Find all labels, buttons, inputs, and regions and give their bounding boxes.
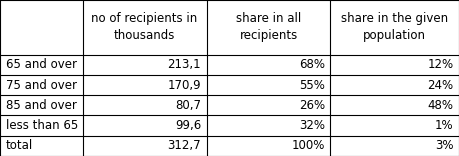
- Text: 48%: 48%: [427, 99, 453, 112]
- Text: 213,1: 213,1: [168, 58, 201, 71]
- Text: no of recipients in
thousands: no of recipients in thousands: [91, 12, 198, 42]
- Text: 24%: 24%: [427, 78, 453, 92]
- Text: 80,7: 80,7: [175, 99, 201, 112]
- Text: 55%: 55%: [299, 78, 325, 92]
- Text: 1%: 1%: [435, 119, 453, 132]
- Text: 65 and over: 65 and over: [6, 58, 77, 71]
- Text: 68%: 68%: [299, 58, 325, 71]
- Text: less than 65: less than 65: [6, 119, 78, 132]
- Text: 12%: 12%: [427, 58, 453, 71]
- Text: 100%: 100%: [291, 139, 325, 152]
- Text: 3%: 3%: [435, 139, 453, 152]
- Text: 312,7: 312,7: [168, 139, 201, 152]
- Text: 99,6: 99,6: [175, 119, 201, 132]
- Text: share in all
recipients: share in all recipients: [236, 12, 301, 42]
- Text: share in the given
population: share in the given population: [341, 12, 448, 42]
- Text: 26%: 26%: [299, 99, 325, 112]
- Text: 32%: 32%: [299, 119, 325, 132]
- Text: 75 and over: 75 and over: [6, 78, 77, 92]
- Text: 170,9: 170,9: [168, 78, 201, 92]
- Text: total: total: [6, 139, 33, 152]
- Text: 85 and over: 85 and over: [6, 99, 76, 112]
